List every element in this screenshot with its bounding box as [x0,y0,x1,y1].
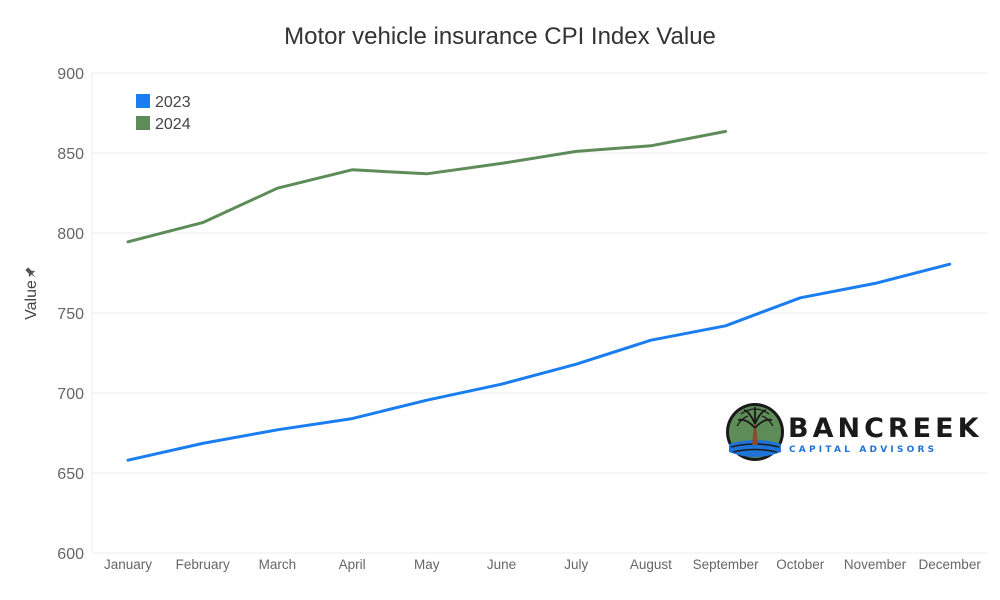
y-axis-ticks: 600 650 700 750 800 850 900 [57,66,84,563]
x-tick-label: August [630,557,672,572]
series-line-2023[interactable] [126,262,952,462]
data-point[interactable] [574,149,578,153]
y-axis-title: Value [23,280,40,320]
tree-emblem [726,403,784,461]
x-tick-label: December [919,557,982,572]
series-2024 [126,129,728,244]
y-tick-label: 700 [57,386,84,403]
data-point[interactable] [350,168,354,172]
x-tick-label: January [104,557,152,572]
data-point[interactable] [724,324,728,328]
y-tick-label: 850 [57,146,84,163]
logo-tagline: CAPITAL ADVISORS [789,445,937,455]
data-point[interactable] [350,417,354,421]
legend-swatch [136,116,150,130]
data-point[interactable] [425,398,429,402]
x-tick-label: May [414,557,440,572]
data-point[interactable] [275,428,279,432]
chart-title: Motor vehicle insurance CPI Index Value [284,23,716,50]
legend-label: 2023 [155,94,191,111]
y-tick-label: 750 [57,306,84,323]
y-tick-label: 650 [57,466,84,483]
x-tick-label: September [693,557,760,572]
legend-swatch [136,94,150,108]
data-point[interactable] [500,382,504,386]
data-point[interactable] [873,281,877,285]
data-point[interactable] [649,144,653,148]
data-point[interactable] [201,221,205,225]
data-point[interactable] [649,338,653,342]
data-point[interactable] [948,262,952,266]
x-tick-label: April [339,557,366,572]
y-tick-label: 600 [57,546,84,563]
x-tick-label: November [844,557,907,572]
y-tick-label: 800 [57,226,84,243]
x-axis-ticks: January February March April May June July Augu… [104,557,981,572]
legend-item-2024[interactable]: 2024 [136,116,191,133]
bancreek-logo: BANCREEK CAPITAL ADVISORS [726,403,983,461]
x-tick-label: October [776,557,825,572]
data-point[interactable] [275,186,279,190]
legend-item-2023[interactable]: 2023 [136,94,191,111]
series-line-2024[interactable] [126,129,728,244]
data-point[interactable] [798,296,802,300]
legend-label: 2024 [155,116,191,133]
data-point[interactable] [724,129,728,133]
series-2023 [126,262,952,462]
data-point[interactable] [500,161,504,165]
y-tick-label: 900 [57,66,84,83]
data-point[interactable] [126,458,130,462]
data-point[interactable] [574,362,578,366]
data-point[interactable] [201,441,205,445]
data-point[interactable] [425,172,429,176]
y-gridlines [91,72,988,554]
legend[interactable]: 2023 2024 [136,94,191,133]
x-tick-label: July [564,557,588,572]
y-axis-label: Value [23,280,40,320]
logo-wordmark: BANCREEK [788,413,983,444]
x-tick-label: February [176,557,230,572]
series-lines [126,129,952,462]
x-tick-label: March [259,557,297,572]
data-point[interactable] [126,240,130,244]
pin-icon[interactable] [24,266,40,282]
x-tick-label: June [487,557,516,572]
